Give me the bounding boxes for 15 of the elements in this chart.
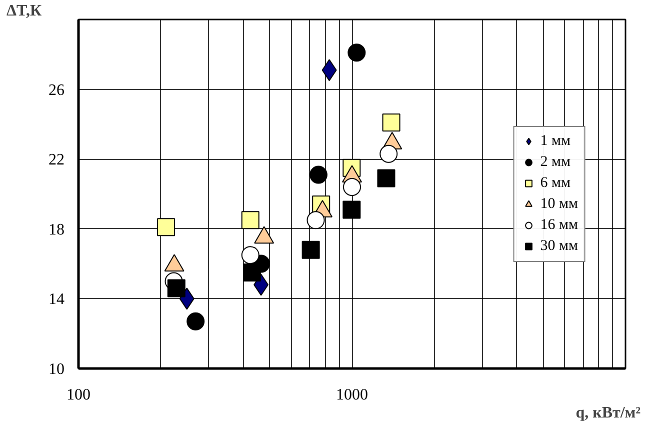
legend-label: 1 мм (540, 132, 570, 150)
legend-label: 16 мм (540, 216, 578, 234)
legend-label: 10 мм (540, 196, 578, 212)
y-axis-title: ΔT,К (6, 2, 42, 20)
y-tick-label: 14 (48, 291, 64, 308)
x-tick-label: 100 (66, 386, 90, 404)
legend-label: 2 мм (540, 154, 570, 170)
y-tick-label: 18 (48, 221, 64, 238)
y-tick-label: 22 (48, 152, 64, 169)
y-tick-label: 26 (48, 82, 64, 99)
x-tick-label: 1000 (336, 386, 368, 404)
legend-label: 30 мм (540, 238, 578, 254)
legend-label: 6 мм (540, 174, 570, 192)
x-axis-title: q, кВт/м² (576, 404, 641, 421)
y-tick-label: 10 (48, 361, 64, 378)
